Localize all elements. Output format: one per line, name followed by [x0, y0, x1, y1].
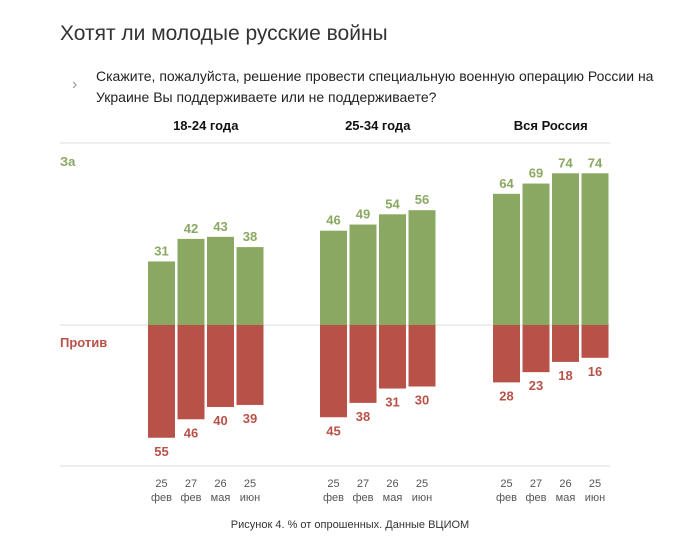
bar-oppose [379, 325, 406, 389]
x-tick-month: мая [211, 492, 231, 504]
data-label-oppose: 28 [499, 388, 513, 403]
bar-support [493, 193, 520, 325]
row-label-support: За [60, 154, 76, 169]
data-label-support: 46 [326, 213, 340, 228]
x-tick-day: 27 [357, 478, 369, 490]
data-label-support: 42 [184, 221, 198, 236]
x-tick-day: 27 [185, 478, 197, 490]
bar-oppose [408, 325, 436, 387]
x-tick-day: 25 [155, 478, 167, 490]
data-label-oppose: 18 [558, 368, 572, 383]
bar-oppose [320, 325, 347, 418]
data-label-oppose: 40 [213, 413, 227, 428]
group-label: 25-34 года [345, 118, 411, 133]
x-tick-month: фев [352, 492, 373, 504]
group-label: 18-24 года [173, 118, 239, 133]
bar-support [148, 261, 175, 325]
bar-support [349, 224, 377, 325]
data-label-support: 31 [154, 243, 168, 258]
data-label-support: 74 [588, 155, 603, 170]
x-tick-day: 26 [214, 478, 226, 490]
x-tick-day: 26 [559, 478, 571, 490]
data-label-oppose: 39 [243, 411, 257, 426]
data-label-support: 56 [415, 192, 429, 207]
data-label-support: 38 [243, 229, 257, 244]
data-label-oppose: 23 [529, 378, 543, 393]
bar-oppose [148, 325, 175, 438]
x-tick-month: фев [496, 492, 517, 504]
x-tick-month: июн [240, 492, 260, 504]
x-tick-day: 25 [244, 478, 256, 490]
bar-support [408, 210, 436, 325]
row-label-oppose: Против [60, 335, 107, 350]
data-label-oppose: 16 [588, 364, 602, 379]
data-label-support: 74 [558, 155, 573, 170]
data-label-oppose: 55 [154, 444, 168, 459]
x-tick-month: июн [412, 492, 432, 504]
bar-support [379, 214, 406, 325]
bar-oppose [236, 325, 264, 405]
bar-oppose [493, 325, 520, 383]
bar-oppose [581, 325, 609, 358]
x-tick-month: мая [383, 492, 403, 504]
x-tick-day: 25 [416, 478, 428, 490]
x-tick-month: фев [151, 492, 172, 504]
data-label-support: 49 [356, 207, 370, 222]
figure-caption: Рисунок 4. % от опрошенных. Данные ВЦИОМ [230, 519, 470, 531]
survey-question: Скажите, пожалуйста, решение провести сп… [96, 68, 654, 105]
bar-oppose [177, 325, 205, 420]
bar-support [236, 247, 264, 325]
data-label-oppose: 38 [356, 409, 370, 424]
data-label-support: 69 [529, 166, 543, 181]
x-tick-day: 27 [530, 478, 542, 490]
x-tick-day: 25 [589, 478, 601, 490]
data-label-support: 43 [213, 219, 227, 234]
x-tick-day: 26 [386, 478, 398, 490]
x-tick-month: фев [525, 492, 546, 504]
bar-support [522, 183, 550, 325]
bar-oppose [552, 325, 579, 362]
data-label-oppose: 46 [184, 425, 198, 440]
group-label: Вся Россия [514, 118, 588, 133]
data-label-oppose: 30 [415, 393, 429, 408]
x-tick-month: фев [180, 492, 201, 504]
bar-support [552, 173, 579, 325]
data-label-oppose: 31 [385, 395, 399, 410]
data-label-support: 54 [385, 196, 400, 211]
bar-support [207, 236, 234, 325]
x-tick-day: 25 [327, 478, 339, 490]
x-tick-month: июн [585, 492, 605, 504]
bar-oppose [349, 325, 377, 403]
data-label-support: 64 [499, 176, 514, 191]
bar-oppose [522, 325, 550, 373]
chart-title: Хотят ли молодые русские войны [60, 22, 388, 45]
bar-oppose [207, 325, 234, 407]
bar-support [177, 238, 205, 325]
x-tick-month: фев [323, 492, 344, 504]
bar-support [320, 230, 347, 325]
x-tick-month: мая [556, 492, 576, 504]
x-tick-day: 25 [500, 478, 512, 490]
bar-support [581, 173, 609, 325]
chevron-right-icon[interactable]: › [72, 76, 78, 93]
data-label-oppose: 45 [326, 423, 340, 438]
